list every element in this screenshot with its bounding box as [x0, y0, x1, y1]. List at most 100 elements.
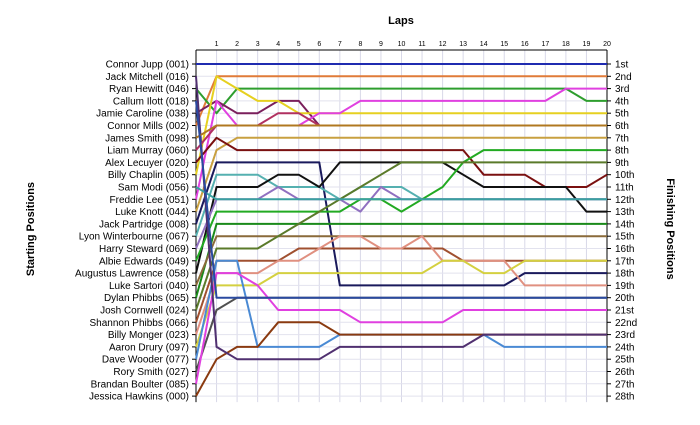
finishing-position-label: 16th — [615, 244, 634, 255]
finishing-position-label: 20th — [615, 293, 634, 304]
finishing-position-label: 14th — [615, 219, 634, 230]
starting-position-label: Dave Wooder (077) — [102, 355, 189, 366]
driver-line — [195, 235, 607, 286]
lap-tick-label: 14 — [480, 41, 488, 48]
finishing-position-label: 17th — [615, 256, 634, 267]
starting-position-label: Liam Murray (060) — [107, 146, 189, 157]
finishing-position-label: 10th — [615, 170, 634, 181]
starting-position-label: Jack Mitchell (016) — [106, 72, 189, 83]
lap-tick-label: 4 — [276, 41, 280, 48]
lap-tick-label: 15 — [500, 41, 508, 48]
starting-position-label: Billy Chaplin (005) — [108, 170, 189, 181]
starting-position-label: Connor Jupp (001) — [106, 60, 189, 71]
driver-line — [195, 75, 607, 175]
lap-tick-label: 6 — [317, 41, 321, 48]
driver-line — [195, 100, 607, 299]
starting-position-label: Freddie Lee (051) — [110, 195, 190, 206]
driver-line — [195, 222, 607, 298]
starting-position-label: Jamie Caroline (038) — [96, 109, 189, 120]
driver-line — [195, 124, 607, 139]
finishing-position-label: 9th — [615, 158, 629, 169]
starting-position-label: Shannon Phibbs (066) — [89, 318, 189, 329]
lap-tick-label: 2 — [235, 41, 239, 48]
driver-line — [195, 149, 607, 262]
starting-position-label: Albie Edwards (049) — [99, 256, 189, 267]
starting-position-label: Harry Steward (069) — [99, 244, 189, 255]
finishing-position-label: 24th — [615, 342, 634, 353]
finishing-position-label: 6th — [615, 121, 629, 132]
finishing-position-label: 2nd — [615, 72, 632, 83]
lap-tick-label: 12 — [439, 41, 447, 48]
finishing-position-label: 23rd — [615, 330, 635, 341]
grid — [192, 49, 611, 403]
lap-tick-label: 10 — [398, 41, 406, 48]
lap-tick-label: 17 — [541, 41, 549, 48]
starting-position-label: Lyon Winterbourne (067) — [79, 232, 189, 243]
lap-tick-label: 3 — [256, 41, 260, 48]
starting-position-label: Jessica Hawkins (000) — [89, 392, 189, 403]
lap-tick-label: 18 — [562, 41, 570, 48]
starting-position-label: Jack Partridge (008) — [99, 219, 189, 230]
chart-title: Laps — [388, 15, 414, 27]
driver-line — [195, 75, 607, 126]
y-axis-label-left: Starting Positions — [25, 182, 37, 276]
lap-tick-label: 8 — [358, 41, 362, 48]
finishing-position-label: 28th — [615, 392, 634, 403]
finishing-position-label: 1st — [615, 60, 629, 71]
driver-line — [195, 186, 607, 201]
driver-line — [195, 235, 607, 335]
starting-position-label: Ryan Hewitt (046) — [109, 84, 189, 95]
lap-tick-label: 19 — [583, 41, 591, 48]
finishing-position-label: 15th — [615, 232, 634, 243]
finishing-position-label: 19th — [615, 281, 634, 292]
starting-position-label: Josh Cornwell (024) — [100, 306, 189, 317]
driver-line — [195, 272, 607, 384]
starting-position-label: Billy Monger (023) — [108, 330, 189, 341]
starting-position-label: Rory Smith (027) — [113, 367, 189, 378]
starting-position-label: Connor Mills (002) — [107, 121, 189, 132]
series-lines — [195, 63, 608, 397]
lap-tick-label: 9 — [379, 41, 383, 48]
finishing-position-label: 18th — [615, 269, 634, 280]
finishing-position-label: 4th — [615, 96, 629, 107]
finishing-position-label: 22nd — [615, 318, 637, 329]
driver-line — [195, 161, 607, 311]
y-axis-label-right: Finishing Positions — [664, 178, 676, 279]
finishing-position-label: 13th — [615, 207, 634, 218]
finishing-position-label: 7th — [615, 133, 629, 144]
starting-position-label: James Smith (098) — [105, 133, 189, 144]
driver-line — [195, 76, 607, 361]
starting-position-label: Sam Modi (056) — [118, 183, 189, 194]
starting-position-label: Callum Ilott (018) — [113, 96, 189, 107]
starting-position-label: Aaron Drury (097) — [109, 342, 189, 353]
finishing-position-label: 25th — [615, 355, 634, 366]
driver-line — [195, 161, 607, 287]
finishing-position-label: 21st — [615, 306, 634, 317]
lap-tick-label: 11 — [418, 41, 425, 48]
driver-line — [195, 87, 607, 115]
finishing-position-label: 3rd — [615, 84, 629, 95]
starting-position-label: Luke Sartori (040) — [109, 281, 189, 292]
lap-tick-label: 13 — [459, 41, 467, 48]
driver-line — [195, 136, 607, 212]
finishing-position-label: 27th — [615, 379, 634, 390]
starting-position-label: Luke Knott (044) — [115, 207, 189, 218]
finishing-position-label: 5th — [615, 109, 629, 120]
starting-position-label: Dylan Phibbs (065) — [104, 293, 189, 304]
starting-position-label: Brandan Boulter (085) — [91, 379, 189, 390]
starting-position-label: Alex Lecuyer (020) — [105, 158, 189, 169]
finishing-position-label: 11th — [615, 183, 634, 194]
lap-tick-label: 1 — [215, 41, 219, 48]
lap-tick-label: 16 — [521, 41, 529, 48]
starting-position-label: Augustus Lawrence (058) — [75, 269, 189, 280]
driver-line — [195, 136, 608, 188]
lap-tick-label: 7 — [338, 41, 342, 48]
finishing-position-label: 12th — [615, 195, 634, 206]
lap-tick-label: 5 — [297, 41, 301, 48]
lap-tick-label: 20 — [603, 41, 611, 48]
driver-line — [195, 259, 607, 348]
finishing-position-label: 8th — [615, 146, 629, 157]
